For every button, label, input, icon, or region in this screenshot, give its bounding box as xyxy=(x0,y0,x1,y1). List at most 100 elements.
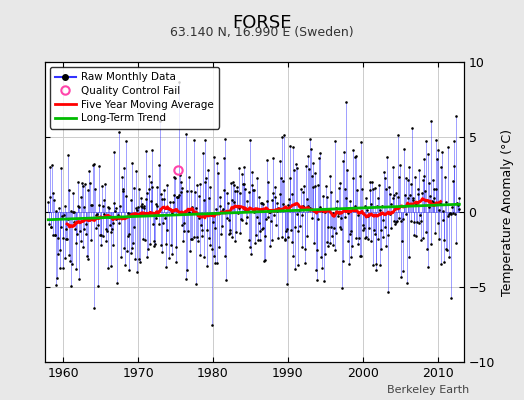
Point xyxy=(269,190,277,196)
Point xyxy=(414,191,422,198)
Point xyxy=(421,188,429,195)
Point xyxy=(249,187,257,194)
Point xyxy=(64,216,72,222)
Point xyxy=(155,221,163,228)
Point xyxy=(316,254,325,260)
Point xyxy=(385,184,393,190)
Point xyxy=(54,251,62,257)
Point xyxy=(323,238,331,245)
Point xyxy=(341,186,350,192)
Point xyxy=(372,266,380,273)
Point xyxy=(103,228,111,234)
Point xyxy=(92,211,100,218)
Point xyxy=(126,250,135,256)
Point xyxy=(87,237,95,243)
Point xyxy=(447,204,456,210)
Point xyxy=(197,222,205,228)
Point xyxy=(386,191,395,197)
Point xyxy=(299,203,307,209)
Point xyxy=(381,175,389,182)
Point xyxy=(133,268,141,275)
Point xyxy=(188,236,196,242)
Point xyxy=(74,276,83,282)
Point xyxy=(299,189,308,196)
Point xyxy=(416,212,424,218)
Point xyxy=(125,267,134,273)
Point xyxy=(303,232,311,239)
Point xyxy=(60,212,68,218)
Point xyxy=(421,138,430,144)
Point xyxy=(406,191,414,198)
Point xyxy=(332,204,340,211)
Point xyxy=(242,220,250,226)
Point xyxy=(116,215,125,221)
Point xyxy=(348,242,356,249)
Point xyxy=(204,167,212,173)
Point xyxy=(198,233,206,240)
Point xyxy=(131,256,139,262)
Point xyxy=(214,170,222,176)
Point xyxy=(72,266,80,272)
Point xyxy=(344,210,352,216)
Point xyxy=(215,244,223,250)
Point xyxy=(324,242,333,249)
Point xyxy=(170,174,179,180)
Point xyxy=(101,181,109,187)
Point xyxy=(343,167,351,173)
Point xyxy=(86,180,94,186)
Point xyxy=(80,203,89,210)
Point xyxy=(359,222,367,228)
Point xyxy=(73,231,81,237)
Point xyxy=(237,217,246,223)
Point xyxy=(166,198,174,205)
Point xyxy=(225,217,233,223)
Point xyxy=(428,198,436,204)
Point xyxy=(174,194,182,200)
Point xyxy=(210,154,219,160)
Point xyxy=(122,138,130,144)
Point xyxy=(174,78,183,85)
Point xyxy=(256,228,264,234)
Point xyxy=(439,216,447,223)
Point xyxy=(312,267,320,274)
Point xyxy=(84,187,92,193)
Point xyxy=(271,184,279,190)
Point xyxy=(397,274,406,280)
Point xyxy=(148,184,156,190)
Point xyxy=(434,236,443,242)
Point xyxy=(210,253,218,260)
Point xyxy=(51,208,60,214)
Point xyxy=(382,186,390,192)
Point xyxy=(427,241,435,248)
Point xyxy=(265,209,274,215)
Point xyxy=(221,252,229,259)
Point xyxy=(429,177,438,184)
Point xyxy=(221,136,230,142)
Point xyxy=(156,190,165,197)
Point xyxy=(145,172,154,179)
Point xyxy=(280,132,288,138)
Point xyxy=(394,194,402,200)
Point xyxy=(444,144,452,150)
Point xyxy=(308,173,316,180)
Point xyxy=(390,192,398,198)
Point xyxy=(430,194,439,201)
Point xyxy=(92,225,101,231)
Point xyxy=(351,154,359,160)
Point xyxy=(279,201,288,208)
Point xyxy=(117,254,125,260)
Point xyxy=(366,187,374,194)
Point xyxy=(279,178,287,184)
Point xyxy=(377,246,385,252)
Point xyxy=(353,186,361,193)
Point xyxy=(121,262,129,268)
Point xyxy=(411,174,419,181)
Point xyxy=(302,195,311,202)
Point xyxy=(274,234,282,241)
Point xyxy=(162,264,170,270)
Point xyxy=(85,217,94,224)
Point xyxy=(167,206,176,213)
Point xyxy=(282,281,291,287)
Point xyxy=(153,184,161,190)
Point xyxy=(330,225,338,231)
